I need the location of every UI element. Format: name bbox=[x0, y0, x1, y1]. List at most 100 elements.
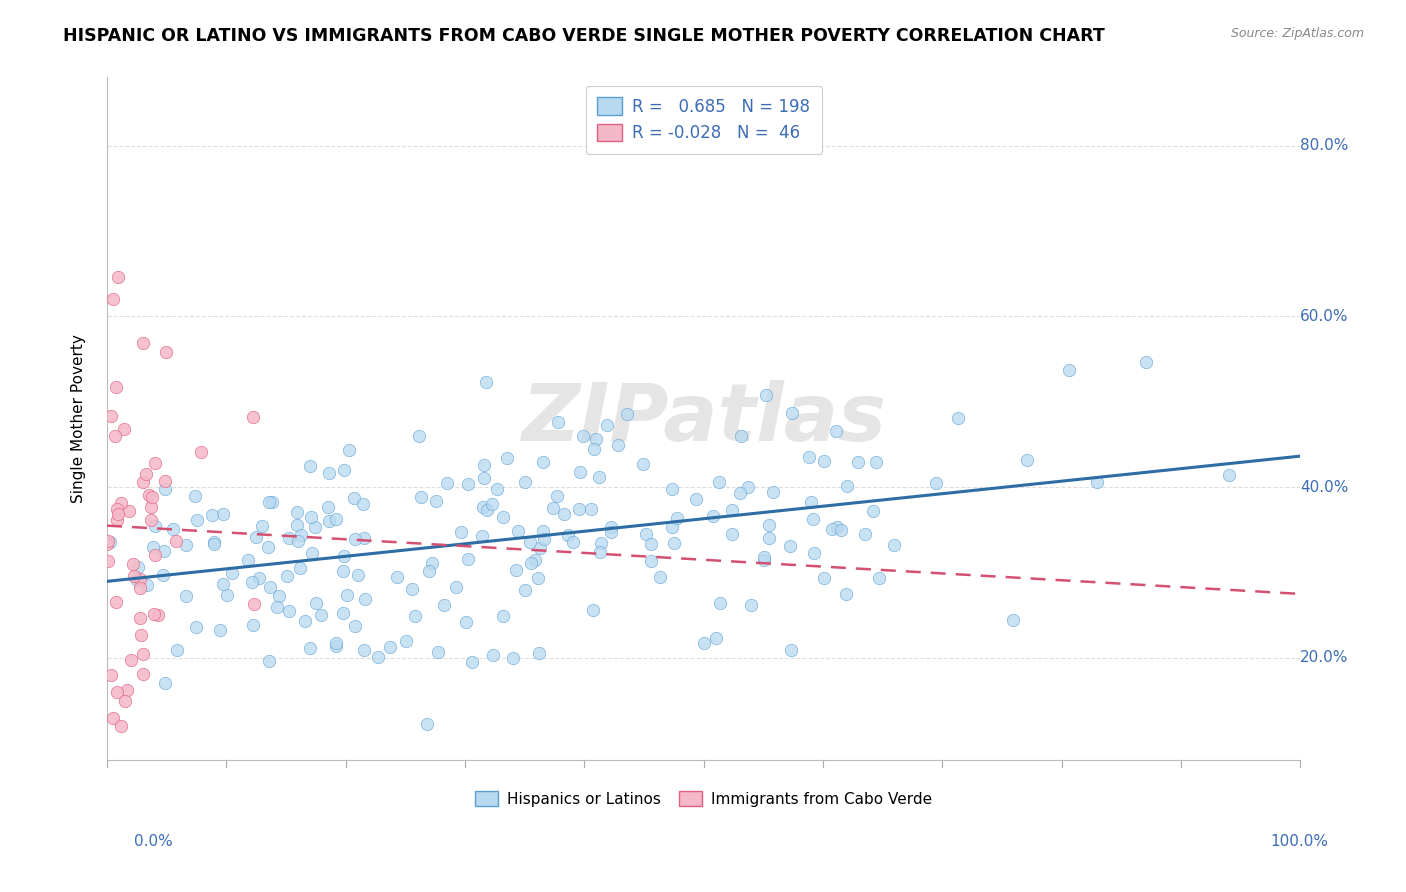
Point bbox=[800, 494, 823, 508]
Point bbox=[242, 617, 264, 632]
Point bbox=[100, 409, 122, 423]
Point bbox=[562, 535, 585, 549]
Point bbox=[475, 375, 498, 389]
Point bbox=[148, 608, 170, 623]
Point bbox=[367, 649, 389, 664]
Point bbox=[824, 424, 846, 438]
Point bbox=[648, 570, 671, 584]
Point bbox=[830, 523, 852, 537]
Point bbox=[755, 388, 778, 402]
Point bbox=[257, 654, 280, 668]
Point bbox=[762, 484, 785, 499]
Point bbox=[883, 538, 905, 552]
Point bbox=[415, 716, 437, 731]
Point bbox=[707, 475, 730, 490]
Point bbox=[247, 571, 270, 585]
Point bbox=[582, 603, 605, 617]
Point bbox=[780, 406, 803, 420]
Point bbox=[110, 719, 132, 733]
Point bbox=[152, 568, 174, 582]
Point bbox=[418, 564, 440, 578]
Point bbox=[288, 560, 311, 574]
Point bbox=[141, 490, 163, 504]
Point bbox=[285, 518, 308, 533]
Point bbox=[104, 429, 127, 443]
Point bbox=[135, 577, 157, 591]
Point bbox=[259, 580, 281, 594]
Point bbox=[221, 566, 243, 580]
Point bbox=[408, 428, 430, 442]
Point bbox=[523, 552, 546, 566]
Point bbox=[299, 640, 322, 655]
Point bbox=[404, 609, 426, 624]
Point bbox=[862, 504, 884, 518]
Point bbox=[325, 640, 347, 654]
Point bbox=[97, 554, 120, 568]
Point bbox=[450, 525, 472, 540]
Point bbox=[127, 573, 149, 587]
Point bbox=[513, 475, 536, 490]
Point bbox=[758, 517, 780, 532]
Point bbox=[752, 550, 775, 565]
Text: 60.0%: 60.0% bbox=[1301, 309, 1348, 324]
Point bbox=[138, 488, 160, 502]
Point bbox=[1001, 613, 1024, 627]
Point bbox=[531, 454, 554, 468]
Point bbox=[333, 463, 356, 477]
Point bbox=[122, 568, 145, 582]
Y-axis label: Single Mother Poverty: Single Mother Poverty bbox=[72, 334, 86, 503]
Point bbox=[568, 501, 591, 516]
Point bbox=[529, 541, 551, 555]
Point bbox=[607, 438, 630, 452]
Point bbox=[1017, 452, 1039, 467]
Point bbox=[298, 458, 321, 473]
Point bbox=[946, 411, 969, 425]
Point bbox=[491, 609, 513, 624]
Point bbox=[353, 531, 375, 545]
Point bbox=[96, 537, 118, 551]
Point bbox=[176, 538, 198, 552]
Point bbox=[243, 597, 266, 611]
Point bbox=[709, 596, 731, 610]
Point bbox=[110, 496, 132, 510]
Point bbox=[105, 513, 128, 527]
Point bbox=[527, 571, 550, 585]
Point bbox=[129, 628, 152, 642]
Point bbox=[276, 569, 298, 583]
Point bbox=[143, 456, 166, 470]
Text: 80.0%: 80.0% bbox=[1301, 138, 1348, 153]
Point bbox=[153, 475, 176, 489]
Point bbox=[287, 533, 309, 548]
Legend: Hispanics or Latinos, Immigrants from Cabo Verde: Hispanics or Latinos, Immigrants from Ca… bbox=[467, 783, 941, 814]
Point bbox=[519, 535, 541, 549]
Point bbox=[107, 269, 129, 284]
Point bbox=[581, 502, 603, 516]
Point bbox=[105, 380, 128, 394]
Point bbox=[616, 407, 638, 421]
Point bbox=[294, 614, 316, 628]
Point bbox=[600, 524, 623, 539]
Text: 100.0%: 100.0% bbox=[1271, 834, 1329, 849]
Point bbox=[347, 567, 370, 582]
Point bbox=[589, 545, 612, 559]
Point bbox=[190, 444, 212, 458]
Point bbox=[143, 548, 166, 562]
Point bbox=[353, 643, 375, 657]
Point bbox=[257, 495, 280, 509]
Point bbox=[135, 467, 157, 482]
Point bbox=[740, 598, 762, 612]
Point bbox=[728, 485, 751, 500]
Point bbox=[583, 442, 606, 456]
Point bbox=[868, 571, 890, 585]
Point bbox=[502, 650, 524, 665]
Point bbox=[505, 563, 527, 577]
Point bbox=[212, 507, 235, 521]
Point bbox=[472, 458, 495, 472]
Point bbox=[492, 509, 515, 524]
Point bbox=[141, 500, 163, 515]
Point bbox=[132, 336, 155, 351]
Point bbox=[105, 501, 128, 516]
Point bbox=[131, 647, 153, 661]
Point bbox=[318, 466, 340, 480]
Point bbox=[588, 470, 610, 484]
